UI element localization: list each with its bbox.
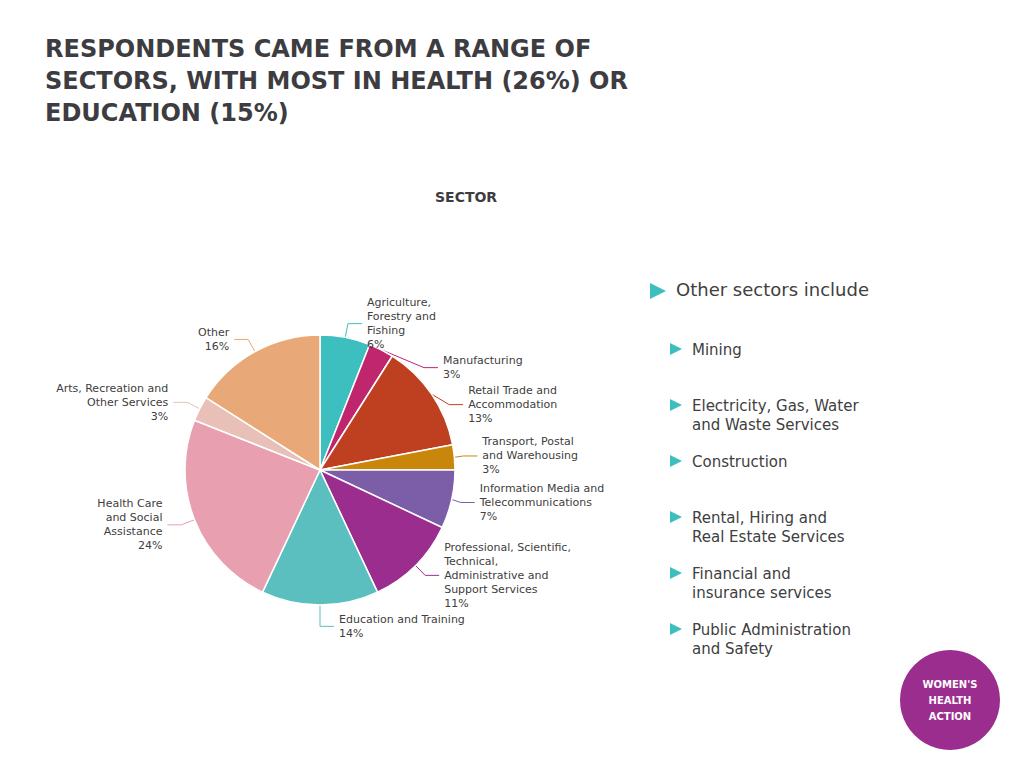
svg-text:insurance services: insurance services xyxy=(692,584,832,602)
svg-text:ACTION: ACTION xyxy=(929,711,972,722)
svg-text:7%: 7% xyxy=(480,510,497,523)
svg-text:Construction: Construction xyxy=(692,453,788,471)
svg-text:Other: Other xyxy=(198,326,230,339)
svg-text:Accommodation: Accommodation xyxy=(468,398,557,411)
svg-text:RESPONDENTS CAME FROM A RANGE: RESPONDENTS CAME FROM A RANGE OF xyxy=(45,35,591,63)
svg-text:14%: 14% xyxy=(339,627,363,640)
svg-text:and Safety: and Safety xyxy=(692,640,773,658)
svg-text:11%: 11% xyxy=(444,597,468,610)
svg-text:SECTOR: SECTOR xyxy=(435,189,497,205)
svg-text:24%: 24% xyxy=(138,539,162,552)
svg-text:Transport, Postal: Transport, Postal xyxy=(481,435,573,448)
svg-text:Mining: Mining xyxy=(692,341,742,359)
svg-text:Rental, Hiring and: Rental, Hiring and xyxy=(692,509,827,527)
svg-text:and Waste Services: and Waste Services xyxy=(692,416,839,434)
svg-text:Agriculture,: Agriculture, xyxy=(367,296,431,309)
svg-text:Health Care: Health Care xyxy=(97,497,162,510)
svg-text:Fishing: Fishing xyxy=(367,324,405,337)
svg-text:Public Administration: Public Administration xyxy=(692,621,851,639)
svg-text:Education and Training: Education and Training xyxy=(339,613,465,626)
svg-text:Telecommunications: Telecommunications xyxy=(479,496,593,509)
svg-text:and Warehousing: and Warehousing xyxy=(482,449,578,462)
svg-text:Real Estate Services: Real Estate Services xyxy=(692,528,845,546)
svg-text:3%: 3% xyxy=(443,368,460,381)
svg-text:WOMEN'S: WOMEN'S xyxy=(923,679,978,690)
svg-text:Manufacturing: Manufacturing xyxy=(443,354,523,367)
svg-text:Technical,: Technical, xyxy=(443,555,498,568)
svg-text:Financial and: Financial and xyxy=(692,565,791,583)
svg-text:3%: 3% xyxy=(151,410,168,423)
svg-text:Other sectors include: Other sectors include xyxy=(676,279,869,300)
svg-text:EDUCATION (15%): EDUCATION (15%) xyxy=(45,99,289,127)
svg-text:Professional, Scientific,: Professional, Scientific, xyxy=(444,541,571,554)
svg-text:Assistance: Assistance xyxy=(104,525,163,538)
svg-text:SECTORS, WITH MOST IN HEALTH (: SECTORS, WITH MOST IN HEALTH (26%) OR xyxy=(45,67,628,95)
svg-text:3%: 3% xyxy=(482,463,499,476)
svg-text:Forestry and: Forestry and xyxy=(367,310,436,323)
svg-text:13%: 13% xyxy=(468,412,492,425)
svg-text:and Social: and Social xyxy=(106,511,163,524)
svg-text:Electricity, Gas, Water: Electricity, Gas, Water xyxy=(692,397,859,415)
svg-text:Administrative and: Administrative and xyxy=(444,569,548,582)
svg-text:6%: 6% xyxy=(367,338,384,351)
svg-text:Other Services: Other Services xyxy=(87,396,168,409)
svg-text:HEALTH: HEALTH xyxy=(929,695,972,706)
svg-text:Retail Trade and: Retail Trade and xyxy=(468,384,557,397)
svg-text:Arts, Recreation and: Arts, Recreation and xyxy=(56,382,168,395)
svg-text:Information Media and: Information Media and xyxy=(480,482,604,495)
svg-text:Support Services: Support Services xyxy=(444,583,538,596)
svg-text:16%: 16% xyxy=(205,340,229,353)
